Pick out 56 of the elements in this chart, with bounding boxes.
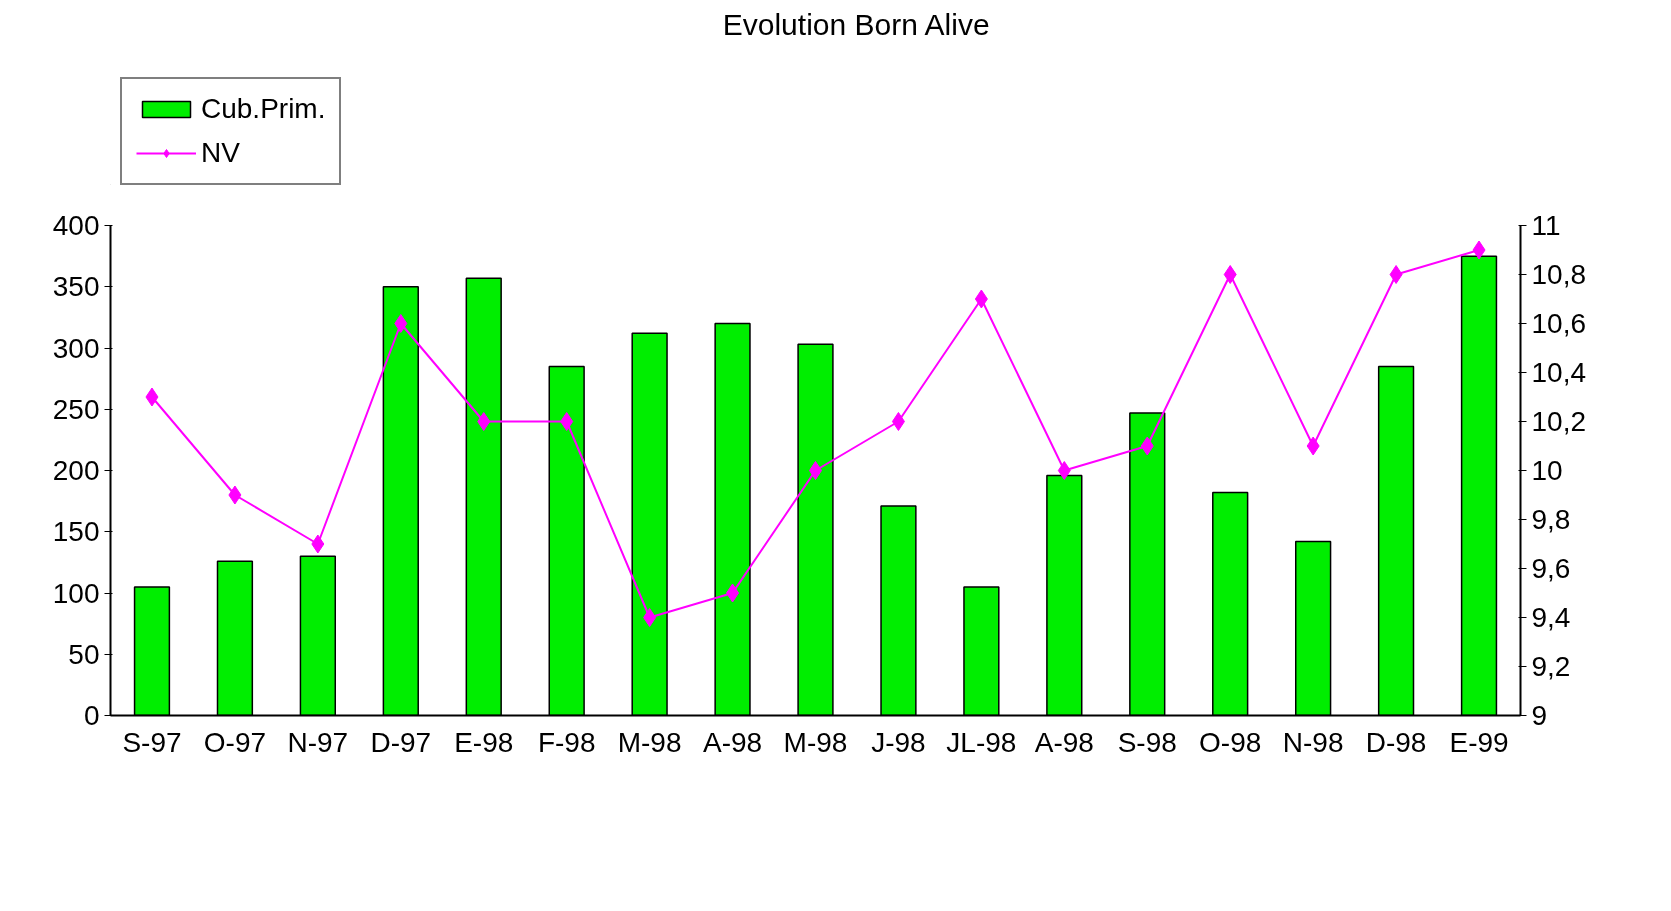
x-tick-label: E-99 [1449,726,1509,758]
point [1057,461,1071,480]
y2-tick-label: 9,4 [1531,602,1571,633]
y-tick-label: 300 [52,332,100,364]
y-tick-label: 150 [52,516,100,548]
y-tick-label: 400 [52,210,100,241]
y-tick-label: 0 [83,700,100,731]
y2-tick-label: 10,6 [1531,308,1586,339]
x-tick-label: S-98 [1117,726,1177,758]
point [394,314,408,333]
point [560,412,574,431]
point [643,608,657,627]
x-tick-label: M-98 [617,726,682,758]
x-tick-label: D-97 [370,726,432,758]
x-tick-label: A-98 [702,726,763,758]
x-tick-label: D-98 [1365,726,1427,758]
x-tick-label: O-98 [1199,726,1262,758]
y2-tick-label: 9,2 [1531,651,1571,682]
point [1472,240,1486,260]
y2-tick-label: 9 [1531,700,1548,731]
x-tick-label: M-98 [783,726,848,758]
point [726,583,740,603]
x-tick-label: JL-98 [946,726,1017,758]
point [1389,265,1403,284]
legend-label: NV [201,137,240,169]
y2-tick-label: 10,8 [1531,259,1586,290]
y-tick-label: 200 [52,455,100,486]
x-tick-label: S-97 [122,726,182,758]
x-tick-label: J-98 [871,726,926,758]
y-tick-label: 350 [52,271,100,303]
y-tick-label: 100 [52,577,100,609]
point [1223,265,1237,284]
point [228,485,242,505]
y-tick-label: 250 [52,393,100,425]
point [974,289,988,309]
y2-tick-label: 11 [1531,210,1561,241]
x-tick-label: F-98 [537,726,596,758]
point [145,387,159,407]
chart-title: Evolution Born Alive [722,7,990,41]
x-tick-label: O-97 [203,726,267,758]
y2-tick-label: 9,6 [1531,553,1571,584]
x-tick-label: E-98 [454,726,514,758]
point [311,534,325,554]
point [891,412,905,431]
x-tick-label: N-97 [287,726,349,758]
y-tick-label: 50 [68,638,100,670]
x-tick-label: A-98 [1034,726,1094,758]
y2-tick-label: 10,2 [1531,406,1586,437]
point [477,412,491,431]
point [1306,436,1320,456]
point [1140,436,1154,456]
legend-label: Cub.Prim. [201,93,326,125]
x-tick-label: N-98 [1282,726,1344,758]
y2-tick-label: 10,4 [1531,357,1586,388]
y2-tick-label: 9,8 [1531,504,1571,535]
y2-tick-label: 10 [1531,455,1563,486]
